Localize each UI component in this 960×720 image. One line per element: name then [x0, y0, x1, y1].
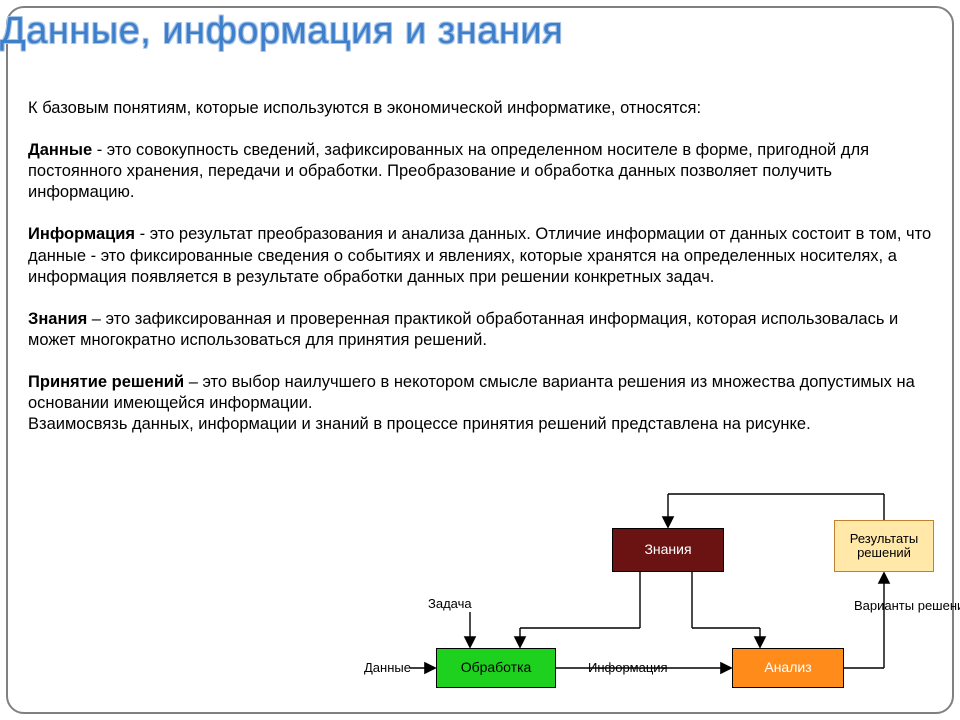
def-data: Данные - это совокупность сведений, зафи…	[28, 140, 932, 203]
node-processing: Обработка	[436, 648, 556, 688]
term-decision: Принятие решений	[28, 373, 184, 391]
text-info: - это результат преобразования и анализа…	[28, 225, 931, 285]
slide-title: Данные, информация и знания	[0, 10, 563, 53]
label-variants-text: Варианты решений	[854, 598, 934, 613]
label-task: Задача	[428, 596, 472, 611]
label-data: Данные	[364, 660, 411, 675]
term-data: Данные	[28, 141, 92, 159]
def-info: Информация - это результат преобразовани…	[28, 224, 932, 287]
def-knowledge: Знания – это зафиксированная и проверенн…	[28, 309, 932, 351]
text-knowledge: – это зафиксированная и проверенная прак…	[28, 310, 898, 349]
flow-diagram: Обработка Анализ Знания Результаты решен…	[360, 468, 940, 703]
node-results: Результаты решений	[834, 520, 934, 572]
def-decision: Принятие решений – это выбор наилучшего …	[28, 372, 932, 414]
node-analysis-label: Анализ	[764, 660, 811, 675]
label-variants: Варианты решений	[854, 598, 934, 613]
relation-line: Взаимосвязь данных, информации и знаний …	[28, 414, 932, 435]
node-knowledge-label: Знания	[644, 542, 691, 557]
text-data: - это совокупность сведений, зафиксирова…	[28, 141, 869, 201]
node-results-label: Результаты решений	[835, 532, 933, 561]
body-text: К базовым понятиям, которые используются…	[28, 98, 932, 435]
term-info: Информация	[28, 225, 135, 243]
term-knowledge: Знания	[28, 310, 87, 328]
node-processing-label: Обработка	[461, 660, 532, 675]
intro-line: К базовым понятиям, которые используются…	[28, 98, 932, 119]
node-knowledge: Знания	[612, 528, 724, 572]
node-analysis: Анализ	[732, 648, 844, 688]
label-info: Информация	[588, 660, 668, 675]
